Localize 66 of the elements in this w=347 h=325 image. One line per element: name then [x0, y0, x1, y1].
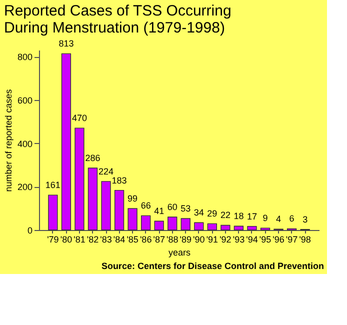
y-tick-label: 600 [17, 95, 32, 106]
data-label: 224 [98, 166, 114, 176]
data-label: 9 [262, 213, 268, 224]
data-label: 34 [194, 208, 204, 218]
bar [194, 222, 204, 230]
y-axis-title: number of reported cases [3, 88, 14, 192]
bar [74, 128, 84, 230]
data-label: 813 [58, 38, 74, 49]
y-tick-label: 800 [17, 52, 32, 62]
data-label: 66 [140, 200, 151, 211]
x-tick-label: '96 [272, 234, 284, 244]
x-tick-label: '90 [193, 234, 205, 244]
x-tick-label: '85 [126, 234, 138, 244]
source-note: Source: Centers for Disease Control and Prevention [101, 261, 324, 271]
data-label: 4 [276, 214, 282, 224]
x-tick-label: '81 [74, 234, 86, 244]
data-label: 99 [128, 194, 138, 204]
x-tick-label: '94 [246, 234, 258, 244]
data-label: 22 [220, 210, 230, 220]
bar [140, 215, 151, 230]
x-tick-label: '97 [286, 234, 298, 244]
data-label: 286 [85, 152, 100, 163]
data-label: 6 [289, 214, 294, 224]
data-label: 60 [167, 202, 178, 212]
data-label: 41 [154, 206, 164, 216]
x-tick-label: '79 [47, 234, 59, 244]
data-label: 18 [234, 211, 244, 222]
data-label: 161 [45, 180, 60, 190]
bar [128, 208, 138, 230]
x-tick-label: '98 [299, 234, 311, 244]
bar [220, 224, 230, 230]
text: During Menstruation (1979-1998) [4, 20, 225, 37]
bar [88, 168, 98, 230]
x-tick-label: '86 [140, 234, 152, 244]
x-tick-label: '82 [86, 234, 99, 244]
x-tick-label: '84 [113, 234, 126, 244]
bar [154, 220, 164, 230]
bar [48, 194, 58, 230]
bar [168, 216, 178, 230]
data-label: 3 [302, 214, 308, 224]
data-label: 29 [207, 208, 218, 219]
bar [180, 218, 190, 230]
x-tick-label: '80 [60, 234, 72, 244]
x-axis-title: years [168, 248, 191, 258]
bar [61, 53, 72, 230]
bar [247, 226, 257, 230]
x-tick-label: '92 [220, 234, 232, 244]
y-tick-label: 0 [27, 226, 32, 236]
x-tick-label: '88 [166, 234, 178, 244]
x-tick-label: '83 [100, 234, 112, 244]
x-tick-label: '95 [259, 234, 272, 244]
x-tick-label: '89 [180, 234, 192, 244]
bar [101, 181, 111, 230]
data-label: 17 [246, 211, 257, 222]
x-tick-label: '91 [206, 234, 218, 244]
x-tick-label: '87 [153, 234, 165, 244]
data-label: 183 [112, 175, 127, 186]
x-tick-label: '93 [232, 234, 245, 244]
data-label: 53 [180, 204, 191, 214]
bar [207, 223, 218, 230]
bar [234, 226, 244, 230]
y-tick-label: 200 [17, 182, 32, 192]
text: Reported Cases of TSS Occurring [4, 2, 232, 20]
y-tick-label: 400 [17, 138, 32, 149]
data-label: 470 [72, 113, 87, 124]
bar [114, 190, 124, 230]
